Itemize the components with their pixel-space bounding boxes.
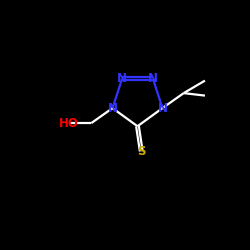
Text: N: N <box>158 102 168 114</box>
Text: N: N <box>148 72 158 85</box>
Text: S: S <box>137 145 145 158</box>
Text: HO: HO <box>59 116 79 130</box>
Text: N: N <box>117 72 127 85</box>
Text: N: N <box>108 102 118 114</box>
